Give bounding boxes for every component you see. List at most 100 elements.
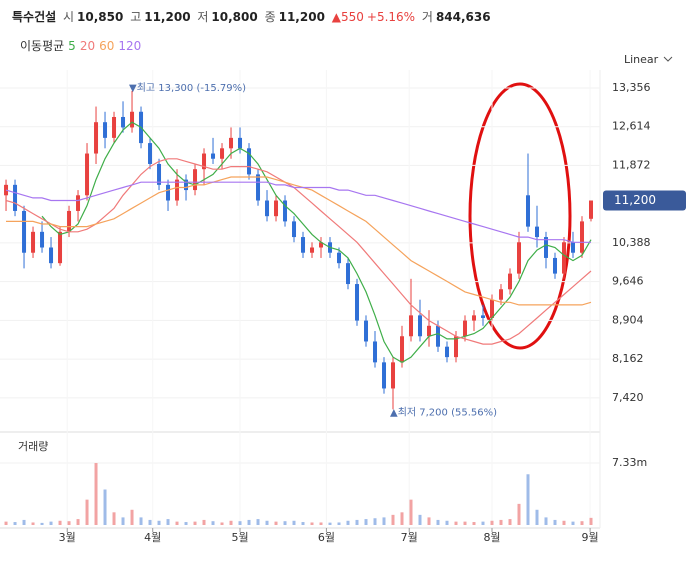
candle-body bbox=[238, 137, 243, 149]
y-tick-label: 12,614 bbox=[612, 120, 651, 133]
candle-body bbox=[490, 299, 495, 318]
candle-body bbox=[535, 226, 540, 238]
open-label: 시 bbox=[63, 10, 75, 24]
candle-body bbox=[571, 242, 576, 253]
candle-body bbox=[121, 116, 126, 128]
ma-line bbox=[6, 176, 592, 306]
ma-line bbox=[5, 181, 591, 243]
candle-body bbox=[463, 320, 468, 337]
close-label: 종 bbox=[264, 10, 276, 24]
x-tick-label: 6월 bbox=[318, 531, 335, 544]
candle-body bbox=[301, 237, 306, 253]
extreme-annotation: ▲최저 7,200 (55.56%) bbox=[390, 406, 497, 418]
candle-body bbox=[499, 289, 504, 300]
candle-body bbox=[310, 247, 315, 253]
candle-body bbox=[526, 195, 531, 227]
candle-body bbox=[40, 231, 45, 248]
candle-body bbox=[283, 200, 288, 222]
scale-select[interactable]: Linear bbox=[624, 53, 659, 66]
candle-body bbox=[202, 153, 207, 170]
ma-line bbox=[5, 158, 592, 345]
candle-body bbox=[445, 346, 450, 358]
candle-body bbox=[427, 325, 432, 337]
candle-body bbox=[22, 210, 27, 253]
y-tick-label: 11,872 bbox=[612, 158, 651, 171]
legend-entry[interactable]: 20 bbox=[79, 39, 96, 53]
candle-body bbox=[256, 174, 261, 201]
change: ▲550 bbox=[331, 10, 364, 24]
candle-body bbox=[355, 284, 360, 321]
candle-body bbox=[337, 252, 342, 264]
candle-body bbox=[184, 179, 189, 191]
candle-body bbox=[148, 143, 153, 164]
candle-body bbox=[49, 247, 54, 264]
x-tick-label: 8월 bbox=[483, 531, 500, 544]
candle-body bbox=[418, 315, 423, 337]
candle-body bbox=[112, 116, 117, 138]
candle-body bbox=[130, 111, 135, 128]
low-value: 10,800 bbox=[211, 10, 258, 24]
candle-body bbox=[67, 210, 72, 232]
ma-line bbox=[41, 121, 592, 364]
candle-body bbox=[580, 221, 585, 253]
candle-body bbox=[166, 184, 171, 201]
candle-body bbox=[13, 184, 18, 211]
y-tick-label: 8,904 bbox=[612, 313, 644, 326]
y-tick-label: 8,162 bbox=[612, 352, 644, 365]
candle-body bbox=[481, 315, 486, 318]
change-pct: +5.16% bbox=[366, 10, 416, 24]
header: 특수건설 시 10,850 고 11,200 저 10,800 종 11,200 ▲55… bbox=[12, 8, 494, 25]
extreme-annotation: ▼최고 13,300 (-15.79%) bbox=[129, 82, 246, 94]
candle-body bbox=[544, 237, 549, 258]
candle-body bbox=[553, 257, 558, 274]
y-tick-label: 7,420 bbox=[612, 391, 644, 404]
candle-body bbox=[517, 242, 522, 274]
candle-body bbox=[103, 122, 108, 138]
candle-body bbox=[265, 200, 270, 217]
dropdown-icon[interactable] bbox=[663, 56, 673, 62]
candle-body bbox=[364, 320, 369, 342]
highlight-ellipse bbox=[468, 82, 572, 350]
candle-body bbox=[373, 341, 378, 363]
candle-body bbox=[220, 148, 225, 159]
close-value: 11,200 bbox=[278, 10, 325, 24]
candle-body bbox=[229, 137, 234, 149]
y-tick-label: 9,646 bbox=[612, 275, 644, 288]
y-tick-label: 13,356 bbox=[612, 81, 651, 94]
volume-label: 거 bbox=[421, 10, 433, 24]
x-tick-label: 4월 bbox=[144, 531, 161, 544]
candle-body bbox=[472, 315, 477, 321]
candle-body bbox=[436, 325, 441, 347]
candle-body bbox=[292, 221, 297, 238]
legend-entry[interactable]: 120 bbox=[118, 39, 142, 53]
x-tick-label: 5월 bbox=[231, 531, 248, 544]
last-price-label: 11,200 bbox=[614, 193, 656, 207]
volume-tick-label: 7.33m bbox=[612, 456, 647, 469]
high-value: 11,200 bbox=[144, 10, 191, 24]
stock-name: 특수건설 bbox=[12, 10, 57, 24]
candle-body bbox=[400, 336, 405, 363]
legend-entry[interactable]: 60 bbox=[99, 39, 115, 53]
candle-body bbox=[76, 195, 81, 211]
candle-body bbox=[193, 169, 198, 191]
x-tick-label: 9월 bbox=[582, 531, 599, 544]
candle-body bbox=[346, 263, 351, 285]
legend-title: 이동평균 bbox=[20, 39, 65, 53]
candle-body bbox=[175, 179, 180, 201]
candle-body bbox=[589, 200, 594, 219]
candle-body bbox=[508, 273, 513, 290]
candle-body bbox=[409, 315, 414, 337]
high-label: 고 bbox=[130, 10, 142, 24]
candle-body bbox=[211, 153, 216, 159]
open-value: 10,850 bbox=[77, 10, 124, 24]
candle-body bbox=[94, 122, 99, 154]
last-price-tag bbox=[603, 190, 686, 211]
legend: 이동평균 5 20 60 120 bbox=[20, 37, 145, 54]
candle-body bbox=[31, 231, 36, 253]
y-tick-label: 10,388 bbox=[612, 236, 651, 249]
legend-entry[interactable]: 5 bbox=[68, 39, 76, 53]
candle-body bbox=[391, 362, 396, 389]
candle-body bbox=[58, 231, 63, 264]
